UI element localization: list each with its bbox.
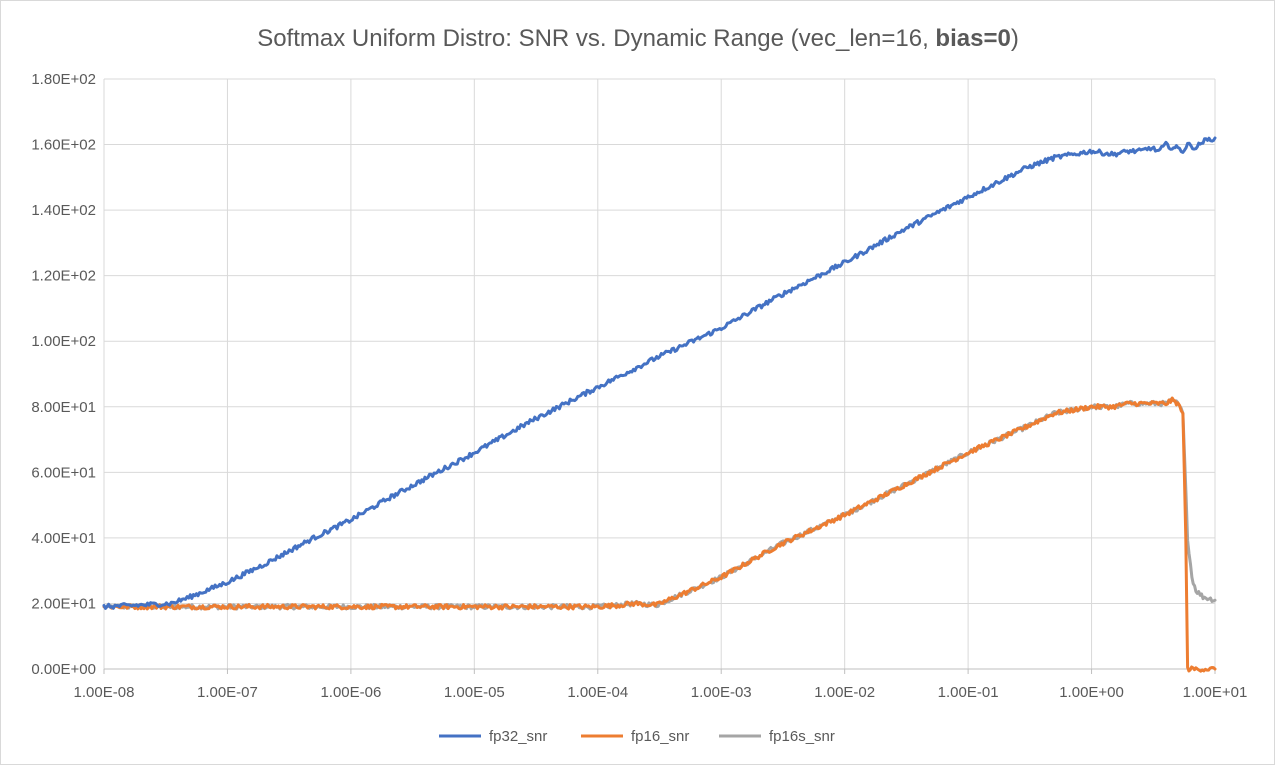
legend: fp32_snr fp16_snr fp16s_snr [439,728,835,745]
x-tick-label: 1.00E-05 [444,684,505,701]
series-lines [102,136,1217,673]
series-line-fp16-snr [102,396,1217,673]
y-tick-label: 1.20E+02 [31,268,96,285]
x-tick-label: 1.00E-06 [320,684,381,701]
y-tick-label: 1.40E+02 [31,202,96,219]
axes [103,668,1216,674]
y-tick-label: 2.00E+01 [31,595,96,612]
chart-title-main: Softmax Uniform Distro: SNR vs. Dynamic … [257,25,935,52]
y-tick-label: 1.80E+02 [31,71,96,88]
x-tick-label: 1.00E-07 [197,684,258,701]
x-tick-label: 1.00E-08 [74,684,135,701]
series-line-fp32-snr [102,136,1217,610]
y-tick-label: 8.00E+01 [31,399,96,416]
x-tick-label: 1.00E+00 [1059,684,1124,701]
x-tick-label: 1.00E+01 [1183,684,1248,701]
chart-title-bold: bias=0 [935,25,1010,52]
x-tick-labels: 1.00E-08 1.00E-07 1.00E-06 1.00E-05 1.00E-04… [74,684,1248,701]
chart-title-tail: ) [1011,25,1019,52]
y-tick-label: 1.00E+02 [31,333,96,350]
y-tick-label: 0.00E+00 [31,661,96,678]
x-tick-label: 1.00E-04 [567,684,628,701]
legend-label-fp32-snr: fp32_snr [489,728,547,745]
y-tick-label: 1.60E+02 [31,137,96,154]
x-tick-label: 1.00E-02 [814,684,875,701]
legend-label-fp16s-snr: fp16s_snr [769,728,835,745]
chart-title: Softmax Uniform Distro: SNR vs. Dynamic … [257,25,1019,52]
y-tick-labels: 0.00E+00 2.00E+01 4.00E+01 6.00E+01 8.00E+01… [31,71,96,678]
series-line-fp16s-snr [102,397,1217,611]
y-gridlines [104,78,1215,604]
x-tick-label: 1.00E-01 [938,684,999,701]
x-tick-label: 1.00E-03 [691,684,752,701]
y-tick-label: 6.00E+01 [31,464,96,481]
legend-label-fp16-snr: fp16_snr [631,728,689,745]
y-tick-label: 4.00E+01 [31,530,96,547]
x-gridlines [103,79,1216,669]
